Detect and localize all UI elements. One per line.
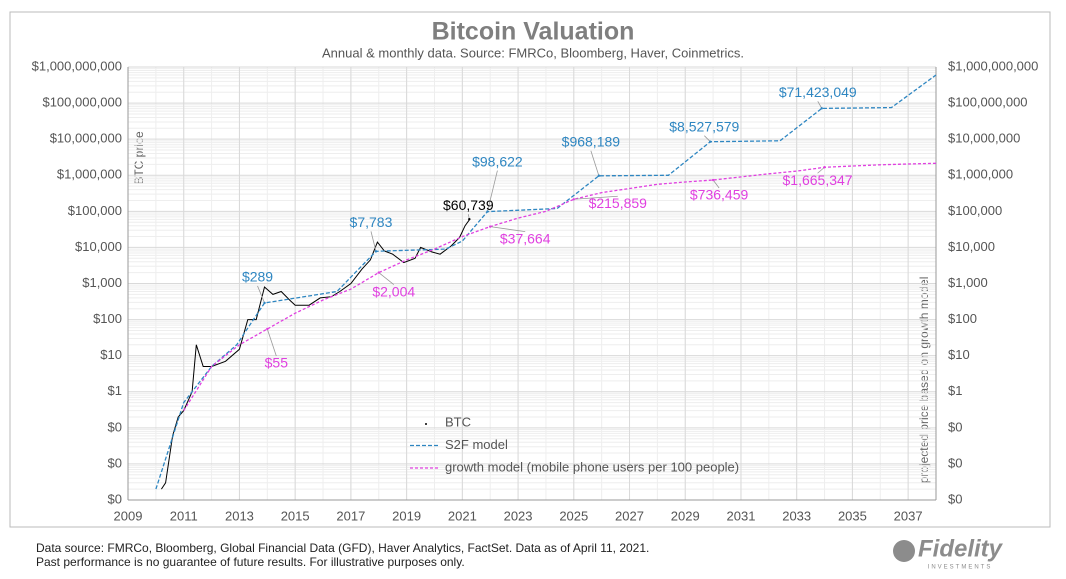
annotation-leader: [817, 101, 823, 109]
x-tick-label: 2019: [392, 508, 421, 523]
y2-tick-label: $10,000: [948, 239, 995, 254]
y2-tick-label: $0: [948, 419, 962, 434]
annotation-point: [823, 166, 826, 169]
footer-line: Past performance is no guarantee of futu…: [36, 555, 465, 569]
annotation-point: [374, 250, 378, 253]
y-tick-label: $1,000: [82, 275, 122, 290]
annotation-point: [597, 174, 601, 177]
x-tick-label: 2027: [615, 508, 644, 523]
y2-tick-label: $100,000,000: [948, 95, 1028, 110]
annotation-label: $968,189: [562, 133, 621, 149]
annotation-label: $55: [265, 355, 289, 371]
y2-tick-label: $10,000,000: [948, 131, 1020, 146]
annotation-leader: [704, 135, 711, 142]
annotation-label: $215,859: [589, 195, 648, 211]
chart-frame: [9, 11, 1051, 528]
annotation-point: [377, 271, 380, 274]
annotation-label: $289: [242, 269, 273, 285]
y2-tick-label: $10: [948, 347, 970, 362]
y-tick-label: $100: [93, 311, 122, 326]
annotation-leader: [573, 195, 618, 200]
annotation-label: $8,527,579: [669, 118, 739, 134]
x-tick-label: 2031: [727, 508, 756, 523]
model-line: [155, 74, 937, 490]
legend-label: S2F model: [445, 437, 508, 452]
y-tick-label: $0: [108, 419, 122, 434]
x-tick-label: 2033: [782, 508, 811, 523]
chart-subtitle: Annual & monthly data. Source: FMRCo, Bl…: [322, 45, 744, 60]
x-tick-label: 2029: [671, 508, 700, 523]
model-line: [183, 162, 937, 411]
price-line: [160, 219, 470, 490]
annotation-point: [468, 217, 471, 221]
x-tick-label: 2011: [170, 508, 198, 523]
y-tick-label: $10: [100, 347, 122, 362]
y-tick-label: $0: [108, 455, 122, 470]
annotation-point: [820, 107, 823, 110]
annotation-label: $71,423,049: [779, 84, 857, 100]
annotation-label: $7,783: [350, 214, 393, 230]
annotation-leader: [712, 179, 720, 189]
annotation-leader: [487, 170, 498, 212]
y2-tick-label: $100,000: [948, 203, 1002, 218]
logo: Fidelity INVESTMENTS: [893, 535, 1004, 571]
logo-subtext: INVESTMENTS: [928, 565, 993, 571]
legend-label: BTC: [445, 414, 471, 429]
annotation-label: $2,004: [372, 283, 415, 299]
annotation-label: $60,739: [443, 197, 494, 213]
annotation-point: [263, 301, 266, 305]
annotation-label: $736,459: [690, 187, 749, 203]
annotation-label: $98,622: [472, 153, 523, 169]
annotation-label: $37,664: [500, 230, 551, 246]
y-tick-label: $1,000,000,000: [32, 58, 122, 73]
y2-tick-label: $1,000: [948, 275, 988, 290]
x-tick-label: 2025: [559, 508, 588, 523]
y-tick-label: $0: [108, 491, 122, 506]
x-tick-label: 2037: [894, 508, 923, 523]
y2-tick-label: $0: [948, 491, 962, 506]
y2-tick-label: $1,000,000: [948, 167, 1013, 182]
x-tick-label: 2021: [448, 508, 477, 523]
logo-text: Fidelity: [918, 535, 1004, 562]
y2-axis-label: projected price based on growth model: [917, 277, 931, 484]
y2-tick-label: $1,000,000,000: [948, 58, 1038, 73]
x-tick-label: 2009: [114, 508, 143, 523]
chart-title: Bitcoin Valuation: [432, 18, 635, 46]
y-tick-label: $100,000: [68, 203, 122, 218]
y-tick-label: $10,000: [75, 239, 122, 254]
annotation-leader: [490, 226, 526, 233]
annotation-leader: [370, 231, 377, 252]
annotation-leader: [257, 285, 265, 304]
y-tick-label: $100,000,000: [42, 95, 122, 110]
annotation-point: [709, 140, 712, 143]
y2-tick-label: $0: [948, 455, 962, 470]
annotation-label: $1,665,347: [783, 172, 853, 188]
y2-tick-label: $100: [948, 311, 977, 326]
annotation-leader: [266, 328, 277, 357]
footer-line: Data source: FMRCo, Bloomberg, Global Fi…: [36, 541, 649, 555]
x-tick-label: 2035: [838, 508, 867, 523]
x-tick-label: 2023: [504, 508, 533, 523]
annotation-point: [572, 198, 575, 201]
annotation-leader: [378, 272, 395, 285]
y-tick-label: $1,000,000: [57, 167, 122, 182]
x-tick-label: 2015: [281, 508, 310, 523]
annotation-point: [486, 210, 489, 213]
legend-label: growth model (mobile phone users per 100…: [445, 459, 739, 474]
y-tick-label: $1: [108, 383, 122, 398]
annotation-point: [489, 225, 492, 228]
y-tick-label: $10,000,000: [50, 131, 122, 146]
legend-marker: [425, 423, 427, 425]
x-tick-label: 2017: [336, 508, 365, 523]
annotation-leader: [817, 166, 825, 174]
annotation-point: [266, 327, 269, 331]
x-tick-label: 2013: [225, 508, 254, 523]
y2-tick-label: $1: [948, 383, 962, 398]
annotation-point: [711, 178, 715, 182]
annotation-leader: [590, 150, 600, 176]
logo-icon: [893, 540, 915, 562]
